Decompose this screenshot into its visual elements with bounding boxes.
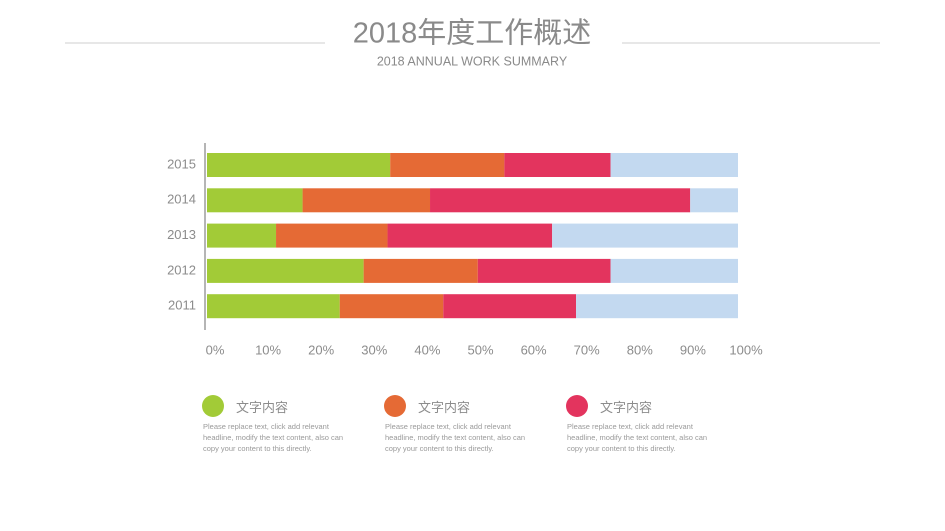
y-tick-label: 2011	[168, 298, 196, 313]
x-tick-label: 40%	[414, 342, 440, 357]
legend-description: Please replace text, click add relevant …	[203, 422, 344, 453]
bar-segment	[430, 188, 691, 213]
x-tick-label: 0%	[206, 342, 225, 357]
x-tick-label: 50%	[467, 342, 493, 357]
legend-label: 文字内容	[600, 400, 653, 415]
bar-segment	[610, 258, 738, 283]
bar-segment	[690, 188, 738, 213]
x-tick-label: 30%	[361, 342, 387, 357]
bar-segment	[390, 153, 505, 177]
bar-segment	[302, 188, 431, 213]
legend-description: Please replace text, click add relevant …	[385, 422, 526, 453]
bar-segment	[504, 153, 611, 177]
y-tick-label: 2015	[167, 156, 196, 171]
legend-label: 文字内容	[236, 400, 289, 415]
bar-segment	[477, 258, 611, 283]
bar-segment	[207, 188, 303, 213]
bar-segment	[339, 294, 444, 319]
x-tick-label: 60%	[521, 342, 547, 357]
y-tick-label: 2014	[167, 192, 196, 207]
x-tick-label: 90%	[680, 342, 706, 357]
bar-segment	[576, 294, 738, 319]
bar-segment	[207, 223, 277, 248]
x-tick-label: 10%	[255, 342, 281, 357]
bar-segment	[363, 258, 478, 283]
legend-swatch	[384, 395, 406, 417]
chart-title: 2018年度工作概述	[353, 17, 592, 50]
bar-segment	[276, 223, 388, 248]
x-tick-label: 80%	[627, 342, 653, 357]
chart-subtitle: 2018 ANNUAL WORK SUMMARY	[377, 54, 568, 68]
bar-segment	[610, 153, 738, 177]
x-tick-label: 100%	[729, 342, 763, 357]
bar-segment	[207, 294, 340, 319]
x-tick-label: 70%	[574, 342, 600, 357]
legend-swatch	[566, 395, 588, 417]
legend-label: 文字内容	[418, 400, 471, 415]
legend-description: Please replace text, click add relevant …	[567, 422, 708, 453]
x-tick-label: 20%	[308, 342, 334, 357]
bar-segment	[207, 258, 364, 283]
bar-segment	[552, 223, 738, 248]
y-tick-label: 2013	[167, 227, 196, 242]
bar-segment	[207, 153, 391, 177]
legend-swatch	[202, 395, 224, 417]
y-tick-label: 2012	[167, 262, 196, 277]
bar-segment	[387, 223, 553, 248]
bar-segment	[443, 294, 577, 319]
